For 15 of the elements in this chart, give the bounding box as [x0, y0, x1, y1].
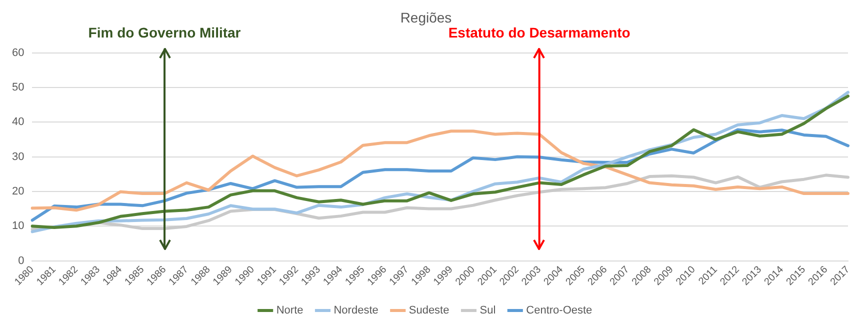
y-tick-label: 50	[12, 81, 24, 94]
legend-label: Nordeste	[334, 304, 378, 317]
legend-label: Norte	[276, 304, 304, 317]
legend-label: Sul	[480, 304, 496, 317]
chart-title: Regiões	[400, 9, 452, 26]
y-tick-label: 30	[12, 150, 24, 163]
legend-label: Sudeste	[408, 304, 450, 317]
legend-label: Centro-Oeste	[526, 304, 592, 317]
y-tick-label: 10	[12, 220, 24, 232]
ref-line-label: Fim do Governo Militar	[88, 24, 242, 41]
y-tick-label: 20	[12, 185, 24, 198]
y-tick-label: 0	[18, 254, 24, 267]
y-tick-label: 60	[12, 46, 24, 59]
ref-line-label: Estatuto do Desarmamento	[448, 24, 630, 41]
y-tick-label: 40	[12, 116, 24, 128]
